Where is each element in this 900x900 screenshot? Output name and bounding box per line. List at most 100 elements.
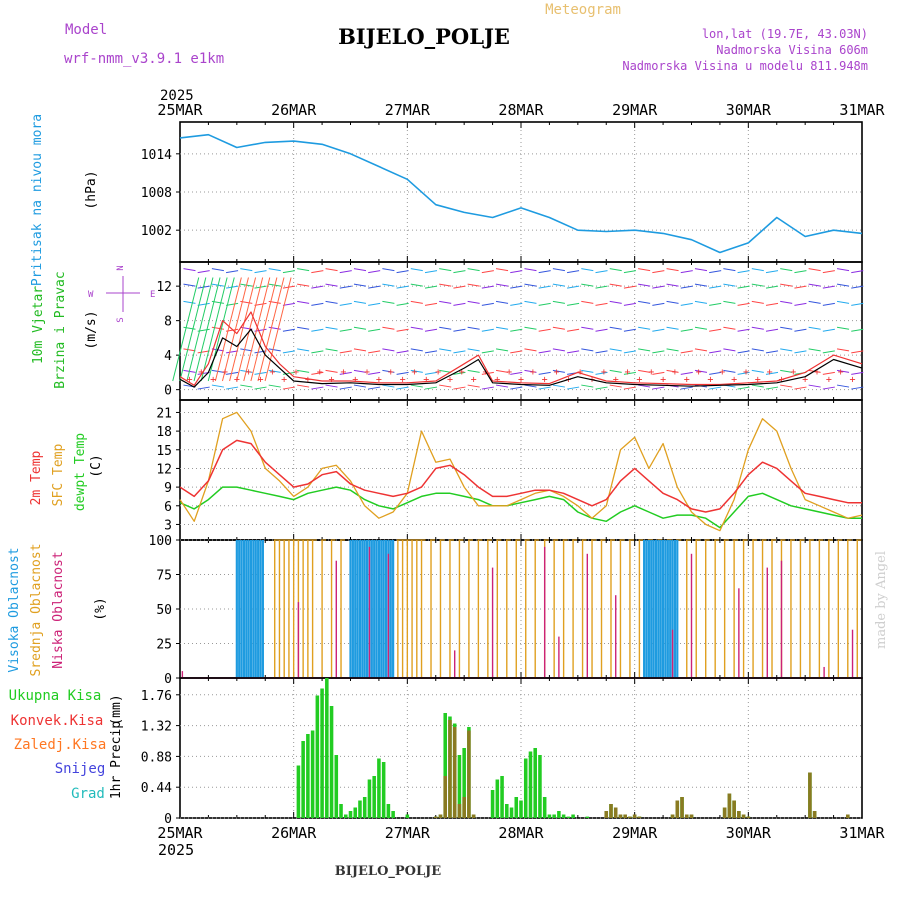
wind-arrow bbox=[567, 386, 580, 390]
precip-bar-total bbox=[528, 751, 533, 818]
wind-arrow bbox=[311, 328, 324, 332]
precip-bar-total bbox=[495, 779, 500, 818]
wind-arrow bbox=[595, 350, 608, 354]
wind-arrow bbox=[737, 302, 750, 306]
wind-arrow bbox=[325, 326, 338, 330]
precip-bar-convective bbox=[609, 804, 613, 818]
wind-arrow bbox=[595, 302, 608, 306]
precip-bar-total bbox=[505, 804, 509, 818]
wind-arrow bbox=[453, 302, 466, 306]
wind-arrow bbox=[851, 302, 864, 306]
wind-gust-marker: + bbox=[672, 367, 678, 378]
wind-arrow bbox=[652, 302, 665, 306]
wind-arrow bbox=[193, 277, 221, 382]
precip-bar-convective bbox=[448, 720, 452, 818]
wind-arrow bbox=[822, 371, 835, 375]
year-label-bottom: 2025 bbox=[158, 841, 194, 859]
wind-arrow bbox=[538, 350, 551, 354]
ytick-label: 0 bbox=[164, 672, 172, 687]
wind-arrow bbox=[240, 384, 253, 388]
wind-gust-marker: + bbox=[506, 367, 512, 378]
wind-gust-marker: + bbox=[755, 374, 761, 385]
wind-arrow bbox=[552, 384, 565, 388]
precip-bar-total bbox=[571, 814, 575, 818]
wind-arrow bbox=[410, 326, 423, 330]
wind-arrow bbox=[268, 348, 281, 352]
wind-gust-marker: + bbox=[293, 367, 299, 378]
wind-arrow bbox=[737, 350, 750, 354]
wind-arrow bbox=[652, 371, 665, 375]
wind-arrow bbox=[765, 270, 779, 274]
wind-arrow bbox=[368, 386, 381, 390]
ytick-label: 0 bbox=[164, 812, 172, 827]
wind-arrow bbox=[581, 326, 594, 330]
wind-arrow bbox=[495, 384, 509, 388]
wind-arrow bbox=[325, 268, 338, 272]
wind-arrow bbox=[396, 302, 409, 306]
wind-arrow bbox=[410, 369, 423, 373]
wind-arrow bbox=[510, 285, 523, 289]
wind-arrow bbox=[780, 300, 793, 304]
legend-konvek-kisa: Konvek.Kisa bbox=[11, 713, 104, 729]
wind-arrow bbox=[368, 285, 381, 289]
ytick-label: 9 bbox=[164, 481, 172, 496]
wind-arrow bbox=[467, 369, 480, 373]
wind-arrow bbox=[794, 386, 807, 390]
precip-bar-total bbox=[343, 814, 348, 818]
wind-arrow bbox=[609, 348, 622, 352]
precip-bar-total bbox=[552, 814, 556, 818]
wind-arrow bbox=[765, 386, 779, 390]
wind-gust-marker: + bbox=[625, 367, 631, 378]
wind-arrow bbox=[680, 285, 693, 289]
wind-arrow bbox=[382, 300, 395, 304]
wind-arrow bbox=[481, 386, 494, 390]
precip-bar-convective bbox=[443, 776, 447, 818]
wind-arrow bbox=[638, 283, 651, 287]
temp2m-line bbox=[179, 439, 862, 513]
wind-arrow bbox=[822, 328, 835, 332]
wind-arrow bbox=[623, 302, 637, 306]
wind-arrow bbox=[282, 328, 296, 332]
wind-arrow bbox=[808, 384, 821, 388]
wind-gust-marker: + bbox=[743, 367, 749, 378]
wind-arrow bbox=[751, 268, 764, 272]
ytick-label: 1014 bbox=[141, 148, 172, 163]
temp-axis-title-1: 2m Temp bbox=[29, 450, 44, 505]
wind-gust-marker: + bbox=[684, 374, 690, 385]
wind-arrow bbox=[652, 350, 665, 354]
wind-arrow bbox=[325, 283, 338, 287]
wind-arrow bbox=[236, 277, 264, 382]
legend-ukupna-kisa: Ukupna Kisa bbox=[9, 688, 102, 704]
wind-arrow bbox=[680, 386, 693, 390]
wind-arrow bbox=[567, 285, 580, 289]
precip-bar-convective bbox=[689, 814, 694, 818]
wind-arrow bbox=[226, 270, 239, 274]
wind-arrow bbox=[481, 285, 494, 289]
ytick-label: 4 bbox=[164, 349, 172, 364]
bottom-date-28mar: 28MAR bbox=[498, 824, 544, 842]
temp-axis-title-3: dewpt Temp bbox=[73, 433, 88, 511]
wind-arrow bbox=[751, 384, 764, 388]
panel-precip: 0 0.44 0.88 1.32 1.76 bbox=[141, 677, 863, 827]
wind-arrow bbox=[481, 328, 494, 332]
wind-arrow bbox=[680, 302, 693, 306]
precip-bar-total bbox=[547, 814, 552, 818]
precip-bar-total bbox=[542, 797, 547, 818]
wind-gust-marker: + bbox=[530, 367, 536, 378]
cloud-low-title: Niska Oblacnost bbox=[51, 551, 66, 668]
wind-gust-marker: + bbox=[269, 367, 275, 378]
precip-bar-total bbox=[315, 695, 320, 818]
wind-gust-marker: + bbox=[767, 367, 773, 378]
wind-arrow bbox=[794, 302, 807, 306]
wind-arrow bbox=[339, 386, 352, 390]
wind-arrow bbox=[467, 268, 480, 272]
wind-arrow bbox=[765, 371, 779, 375]
wind-gust-marker: + bbox=[352, 374, 358, 385]
wind-axis-title-2: Brzina i Pravac bbox=[53, 271, 68, 388]
ytick-label: 0.44 bbox=[141, 781, 172, 796]
wind-arrow bbox=[623, 270, 637, 274]
precip-bar-convective bbox=[670, 814, 675, 818]
precip-bar-convective bbox=[628, 816, 632, 818]
wind-arrow bbox=[524, 268, 537, 272]
precip-bar-total bbox=[301, 741, 305, 818]
